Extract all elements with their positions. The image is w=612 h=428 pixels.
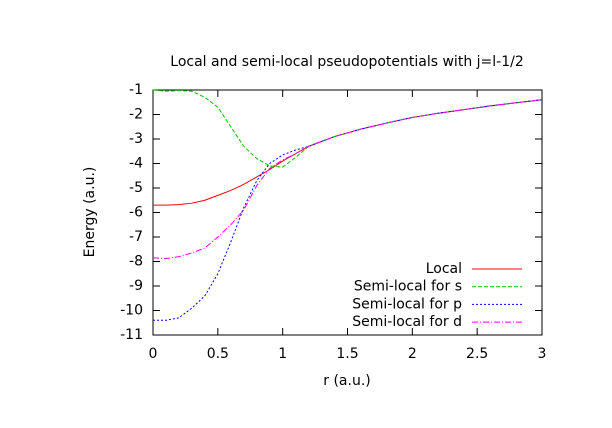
y-tick-label: -5 — [129, 180, 143, 196]
y-tick-label: -8 — [129, 254, 143, 270]
legend-label: Local — [426, 261, 462, 277]
y-axis-label: Energy (a.u.) — [82, 167, 98, 258]
y-tick-label: -3 — [129, 131, 143, 147]
x-tick-label: 2 — [408, 346, 417, 362]
x-axis-label: r (a.u.) — [323, 373, 370, 389]
y-tick-label: -4 — [129, 156, 143, 172]
x-tick-label: 2.5 — [466, 346, 488, 362]
legend-label: Semi-local for s — [354, 279, 462, 295]
y-tick-label: -7 — [129, 229, 143, 245]
x-tick-label: 3 — [538, 346, 547, 362]
x-tick-label: 0.5 — [207, 346, 229, 362]
y-tick-label: -2 — [129, 107, 143, 123]
y-tick-label: -9 — [129, 278, 143, 294]
x-tick-label: 0 — [149, 346, 158, 362]
series-line — [153, 99, 543, 206]
legend-label: Semi-local for d — [352, 314, 462, 330]
legend-label: Semi-local for p — [352, 296, 462, 312]
chart-title: Local and semi-local pseudopotentials wi… — [170, 54, 523, 70]
x-tick-label: 1 — [278, 346, 287, 362]
series-line — [152, 99, 543, 260]
series-line — [152, 89, 543, 168]
y-tick-label: -1 — [129, 82, 143, 98]
plot-border — [152, 89, 543, 336]
y-tick-label: -10 — [120, 303, 143, 319]
y-tick-label: -6 — [129, 205, 143, 221]
x-tick-label: 1.5 — [336, 346, 358, 362]
y-tick-label: -11 — [120, 327, 143, 343]
